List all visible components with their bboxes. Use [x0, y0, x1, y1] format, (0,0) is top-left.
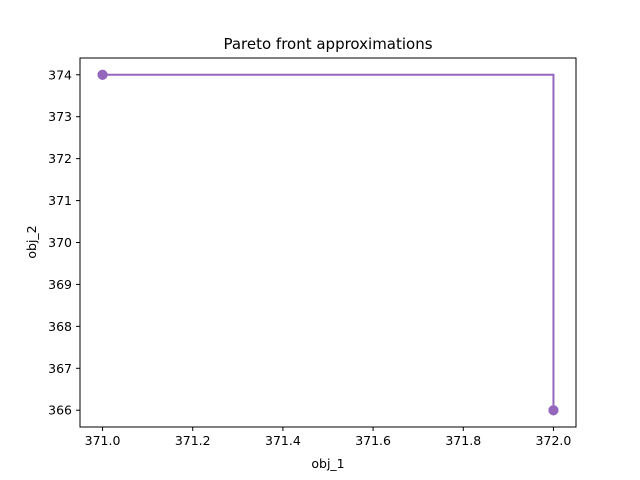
- plot-frame: [79, 57, 577, 428]
- y-tick-label: 370: [48, 235, 72, 250]
- x-tick-label: 371.0: [85, 433, 121, 448]
- x-axis: 371.0 371.2 371.4 371.6 371.8 372.0: [85, 427, 572, 448]
- data-point: [548, 405, 559, 416]
- y-axis: 366 367 368 369 370 371 372 373 374: [48, 67, 80, 418]
- x-tick-label: 371.2: [175, 433, 211, 448]
- x-axis-title: obj_1: [311, 456, 344, 471]
- y-tick-label: 373: [48, 109, 72, 124]
- y-tick-label: 371: [48, 193, 72, 208]
- y-tick-label: 372: [48, 151, 72, 166]
- y-tick-label: 374: [48, 67, 72, 82]
- series-line: [102, 73, 555, 411]
- y-tick-label: 367: [48, 361, 72, 376]
- x-tick-label: 371.6: [355, 433, 391, 448]
- y-tick-label: 369: [48, 277, 72, 292]
- data-point: [97, 69, 108, 80]
- y-axis-title: obj_2: [24, 225, 39, 258]
- x-tick-label: 371.8: [445, 433, 481, 448]
- y-tick-label: 366: [48, 403, 72, 418]
- x-tick-label: 371.4: [265, 433, 301, 448]
- x-tick-label: 372.0: [536, 433, 572, 448]
- y-tick-label: 368: [48, 319, 72, 334]
- plot-area: [97, 69, 559, 416]
- chart-title: Pareto front approximations: [223, 35, 432, 53]
